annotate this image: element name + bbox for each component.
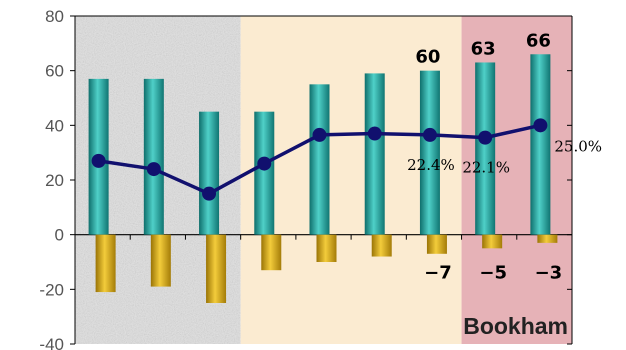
y-tick-label: 0 (55, 226, 64, 245)
line-value-label: 22.4% (407, 156, 455, 174)
y-tick-label: 20 (45, 171, 64, 190)
bar-positive (143, 78, 164, 235)
bar-positive (475, 62, 496, 235)
line-point (478, 130, 493, 145)
bar-negative (95, 234, 116, 293)
y-tick-label: 80 (45, 7, 64, 26)
bar-positive (419, 70, 440, 235)
bar-value-label: 60 (415, 47, 440, 68)
line-point (533, 118, 548, 133)
line-point (146, 162, 161, 177)
line-point (422, 127, 437, 142)
bar-negative (426, 234, 447, 254)
y-tick-label: -20 (39, 280, 64, 299)
line-point (312, 127, 327, 142)
line-value-label: 22.1% (462, 159, 510, 177)
bar-negative (150, 234, 171, 287)
y-tick-label: -40 (39, 335, 64, 350)
bar-value-label: 63 (471, 38, 496, 59)
bar-value-label: −7 (424, 263, 452, 284)
y-tick-label: 40 (45, 116, 64, 135)
line-point (367, 126, 382, 141)
line-point (257, 156, 272, 171)
bar-negative (482, 234, 503, 249)
bar-positive (364, 73, 385, 235)
bar-positive (309, 84, 330, 235)
bar-negative (537, 234, 558, 243)
bar-value-label: 66 (526, 30, 551, 51)
bar-negative (316, 234, 337, 262)
bar-negative (371, 234, 392, 257)
bar-positive (254, 111, 275, 235)
brand-watermark: Bookham (463, 313, 568, 339)
y-tick-label: 60 (45, 62, 64, 81)
line-point (91, 153, 106, 168)
bar-negative (261, 234, 282, 271)
bar-value-label: −5 (479, 263, 507, 284)
bar-positive (530, 54, 551, 235)
bar-value-label: −3 (535, 263, 563, 284)
bar-negative (206, 234, 227, 303)
bar-positive (199, 111, 220, 235)
line-point (202, 186, 217, 201)
line-value-label: 25.0% (554, 137, 602, 155)
